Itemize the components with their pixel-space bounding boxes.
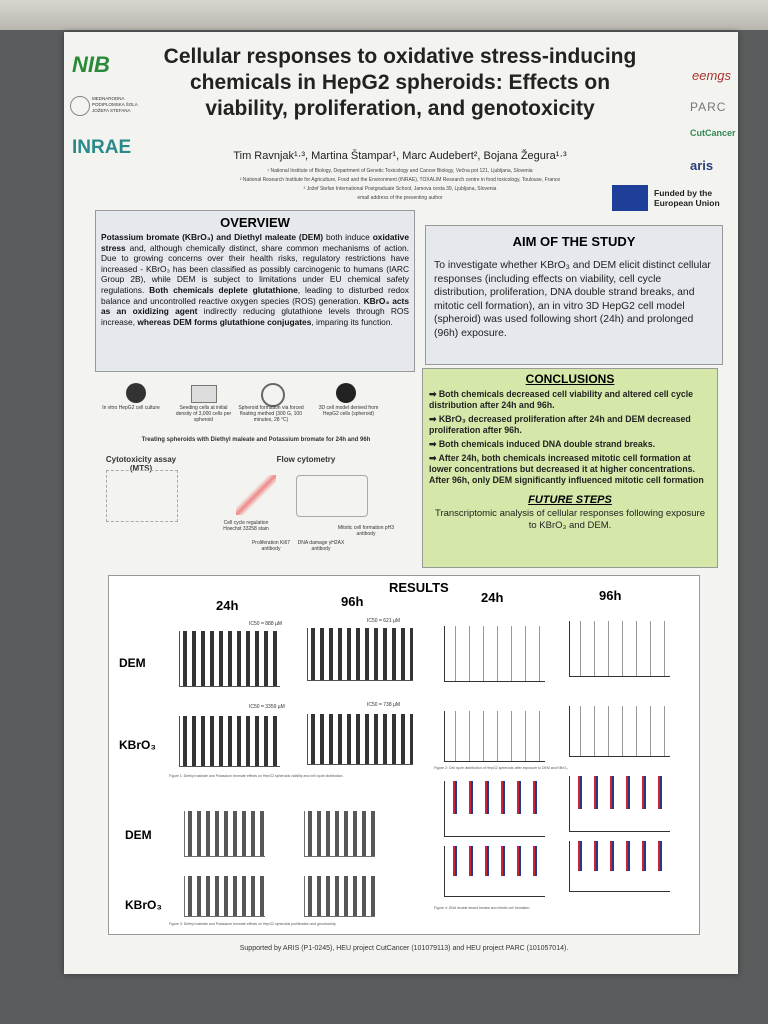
- diagram-label: Cytotoxicity assay (MTS): [105, 455, 177, 473]
- conclusions-heading: CONCLUSIONS: [525, 372, 615, 386]
- overview-run: indirectly reducing glutathione levels t…: [101, 306, 409, 327]
- diagram-label: In vitro HepG2 cell culture: [102, 405, 160, 411]
- col-label: 96h: [341, 594, 364, 609]
- chart-figure: [569, 706, 670, 757]
- future-heading: FUTURE STEPS: [528, 494, 612, 506]
- chart-figure: [304, 811, 375, 857]
- chart-figure: [569, 776, 670, 832]
- diagram-label: Proliferation Ki67 antibody: [251, 540, 291, 552]
- parc-logo: PARC: [690, 100, 727, 114]
- overview-run: Potassium bromate (KBrO₃) and Diethyl ma…: [101, 232, 324, 242]
- diagram-label: Flow cytometry: [276, 455, 336, 464]
- figure-caption: Figure 2: Cell cycle distribution of Hep…: [434, 766, 569, 770]
- row-label: KBrO₃: [125, 898, 162, 912]
- conclusion-item: ➡ KBrO₃ decreased proliferation after 24…: [429, 414, 691, 435]
- chart-figure: [444, 846, 545, 897]
- future-text: Transcriptomic analysis of cellular resp…: [435, 508, 705, 531]
- chart-figure: [307, 714, 413, 765]
- diagram-label: Treating spheroids with Diethyl maleate …: [141, 437, 371, 443]
- diagram-label: Spheroid formation via forced floating m…: [238, 405, 304, 423]
- chart-figure: [304, 876, 375, 917]
- chart-figure: [444, 781, 545, 837]
- figure-caption: Figure 1: Diethyl maleate and Potassium …: [169, 774, 344, 778]
- results-heading: RESULTS: [389, 580, 449, 595]
- aim-box: AIM OF THE STUDY To investigate whether …: [425, 225, 723, 365]
- conclusion-item: ➡ Both chemicals induced DNA double stra…: [429, 439, 656, 449]
- authors: Tim Ravnjak¹·³, Martina Štampar¹, Marc A…: [233, 150, 567, 162]
- cells-icon: [126, 383, 146, 403]
- flow-panel: [296, 475, 368, 517]
- ic50: IC50 = 621 µM: [367, 618, 401, 624]
- conclusion-item: ➡ Both chemicals decreased cell viabilit…: [429, 389, 694, 410]
- affiliation: ² National Research Institute for Agricu…: [239, 177, 561, 183]
- overview-run: both induce: [323, 232, 373, 242]
- chart-figure: [179, 631, 280, 687]
- col-label: 96h: [599, 588, 622, 603]
- aris-logo: aris: [690, 158, 714, 173]
- diagram-label: DNA damage γH2AX antibody: [297, 540, 345, 552]
- chart-figure: [184, 876, 265, 917]
- row-label: DEM: [119, 656, 146, 670]
- overview-run: and, although chemically distinct, share…: [101, 242, 409, 295]
- eu-flag: [612, 185, 648, 211]
- overview-heading: OVERVIEW: [220, 215, 290, 230]
- overview-run: whereas DEM forms glutathione conjugates: [137, 316, 312, 327]
- school-logo: MEDNARODNA PODIPLOMSKA ŠOLA JOŽEFA STEFA…: [92, 96, 138, 113]
- mts-panel: [106, 470, 178, 522]
- figure-caption: Figure 3: Diethyl maleate and Potassium …: [169, 922, 337, 926]
- spheroid-icon: [336, 383, 356, 403]
- affiliation: email address of the presenting author: [357, 195, 443, 201]
- overview-run: Both chemicals deplete glutathione: [149, 284, 298, 295]
- chart-figure: [444, 711, 545, 762]
- diagram-label: 3D cell model derived from HepG2 cells (…: [318, 405, 379, 417]
- results-panel: RESULTS 24h 96h 24h 96h DEM KBrO₃ DEM KB…: [108, 575, 700, 935]
- chart-figure: [307, 628, 413, 681]
- overview-box: OVERVIEW Potassium bromate (KBrO₃) and D…: [95, 210, 415, 372]
- inrae-logo: INRAE: [72, 137, 132, 158]
- row-label: KBrO₃: [119, 738, 156, 752]
- figure-caption: Figure 4: DNA double strand breaks and m…: [434, 906, 531, 910]
- overview-run: KBrO₃ acts as an oxidizing agent: [101, 295, 409, 317]
- chart-figure: [184, 811, 265, 857]
- ic50: IC50 = 3359 µM: [249, 704, 285, 710]
- col-label: 24h: [481, 590, 504, 605]
- ic50: IC50 = 888 µM: [249, 621, 283, 627]
- method-diagram: In vitro HepG2 cell culture Seeding cells…: [96, 375, 414, 570]
- affiliation: ³ Jožef Stefan International Postgraduat…: [303, 186, 497, 192]
- overview-text: Potassium bromate (KBrO₃) and Diethyl ma…: [101, 232, 409, 327]
- conclusion-item: ➡ After 24h, both chemicals increased mi…: [429, 453, 704, 485]
- chart-figure: [444, 626, 545, 682]
- eu-funding: Funded by the European Union: [654, 188, 720, 208]
- chart-figure: [179, 716, 280, 767]
- conclusions-box: CONCLUSIONS ➡ Both chemicals decreased c…: [422, 368, 718, 568]
- conclusions-list: ➡ Both chemicals decreased cell viabilit…: [423, 389, 717, 486]
- wall: [0, 0, 768, 30]
- ic50: IC50 = 738 µM: [367, 702, 401, 708]
- diagram-label: Seeding cells at initial density of 3,00…: [175, 405, 232, 423]
- school-emblem: [70, 96, 90, 116]
- poster-title: Cellular responses to oxidative stress-i…: [163, 45, 637, 120]
- overview-run: oxidative stress: [101, 232, 409, 253]
- plate-icon: [191, 385, 217, 403]
- footer: Supported by ARIS (P1-0245), HEU project…: [239, 945, 569, 952]
- cutcancer-logo: CutCancer: [690, 128, 736, 138]
- aim-text: To investigate whether KBrO₃ and DEM eli…: [434, 260, 711, 339]
- row-label: DEM: [125, 828, 152, 842]
- diagram-label: Mitotic cell formation pH3 antibody: [337, 525, 395, 537]
- chart-figure: [569, 841, 670, 892]
- chart-figure: [569, 621, 670, 677]
- diagram-label: Cell cycle regulation Hoechst 33258 stai…: [223, 520, 269, 532]
- nib-logo: NIB: [72, 52, 110, 77]
- col-label: 24h: [216, 598, 239, 613]
- flow-plot: [236, 475, 276, 515]
- centrifuge-icon: [261, 383, 285, 407]
- overview-run: , leading to disturbed redox balance and…: [101, 284, 409, 306]
- affiliation: ¹ National Institute of Biology, Departm…: [267, 168, 533, 174]
- overview-run: , imparing its function.: [311, 316, 393, 327]
- eemgs-logo: eemgs: [692, 68, 732, 83]
- aim-heading: AIM OF THE STUDY: [512, 234, 636, 249]
